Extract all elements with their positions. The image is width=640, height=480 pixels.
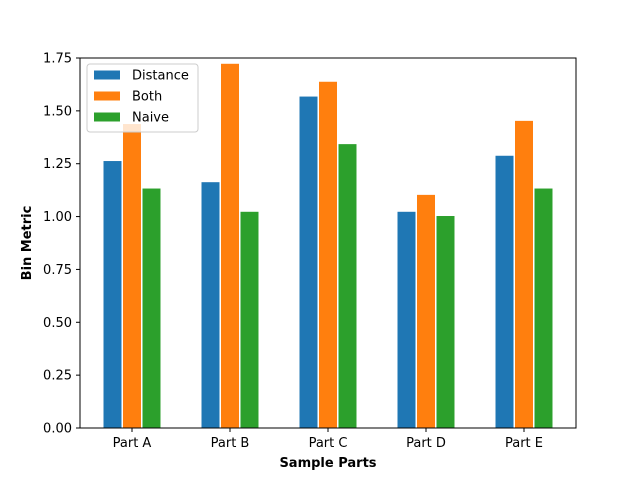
bar-distance-part-a [102, 160, 123, 429]
legend-label-both: Both [132, 90, 162, 105]
x-tick-label: Part A [113, 436, 152, 451]
legend-swatch-both [94, 91, 120, 101]
plot-frame [79, 57, 577, 429]
legend: Distance Both Naive [86, 63, 199, 133]
y-tick-label: 1.25 [43, 157, 72, 172]
bar-distance-part-b [200, 181, 221, 429]
bar-distance-part-c [298, 95, 319, 429]
x-tick-label: Part C [309, 436, 348, 451]
bar-naive-part-c [337, 143, 358, 429]
bars-group [102, 62, 554, 429]
y-tick-label: 0.50 [43, 316, 72, 331]
x-tick-label: Part D [406, 436, 446, 451]
bar-both-part-d [416, 193, 436, 429]
bar-both-part-e [514, 119, 534, 429]
legend-label-distance: Distance [132, 69, 189, 84]
bar-naive-part-e [533, 187, 554, 429]
y-axis-ticks: 0.00 0.25 0.50 0.75 1.00 1.25 1.50 1.75 [43, 52, 80, 437]
y-tick-label: 0.00 [43, 422, 72, 437]
y-tick-label: 1.75 [43, 52, 72, 67]
x-tick-label: Part E [505, 436, 543, 451]
y-tick-label: 0.75 [43, 263, 72, 278]
bar-distance-part-e [494, 154, 515, 429]
x-axis-label: Sample Parts [279, 456, 376, 471]
legend-swatch-naive [94, 112, 120, 122]
y-tick-label: 0.25 [43, 369, 72, 384]
bar-naive-part-b [239, 210, 260, 429]
bar-distance-part-d [396, 210, 417, 429]
bar-both-part-b [220, 62, 240, 429]
legend-swatch-distance [94, 70, 120, 80]
y-tick-label: 1.00 [43, 210, 72, 225]
x-tick-label: Part B [211, 436, 250, 451]
y-axis-label: Bin Metric [20, 206, 35, 281]
legend-label-naive: Naive [132, 111, 169, 126]
x-axis-ticks: Part A Part B Part C Part D Part E [113, 428, 543, 451]
bar-naive-part-d [435, 215, 456, 429]
bar-naive-part-a [141, 187, 162, 429]
bar-both-part-a [122, 123, 142, 429]
bar-both-part-c [318, 80, 338, 429]
y-tick-label: 1.50 [43, 104, 72, 119]
